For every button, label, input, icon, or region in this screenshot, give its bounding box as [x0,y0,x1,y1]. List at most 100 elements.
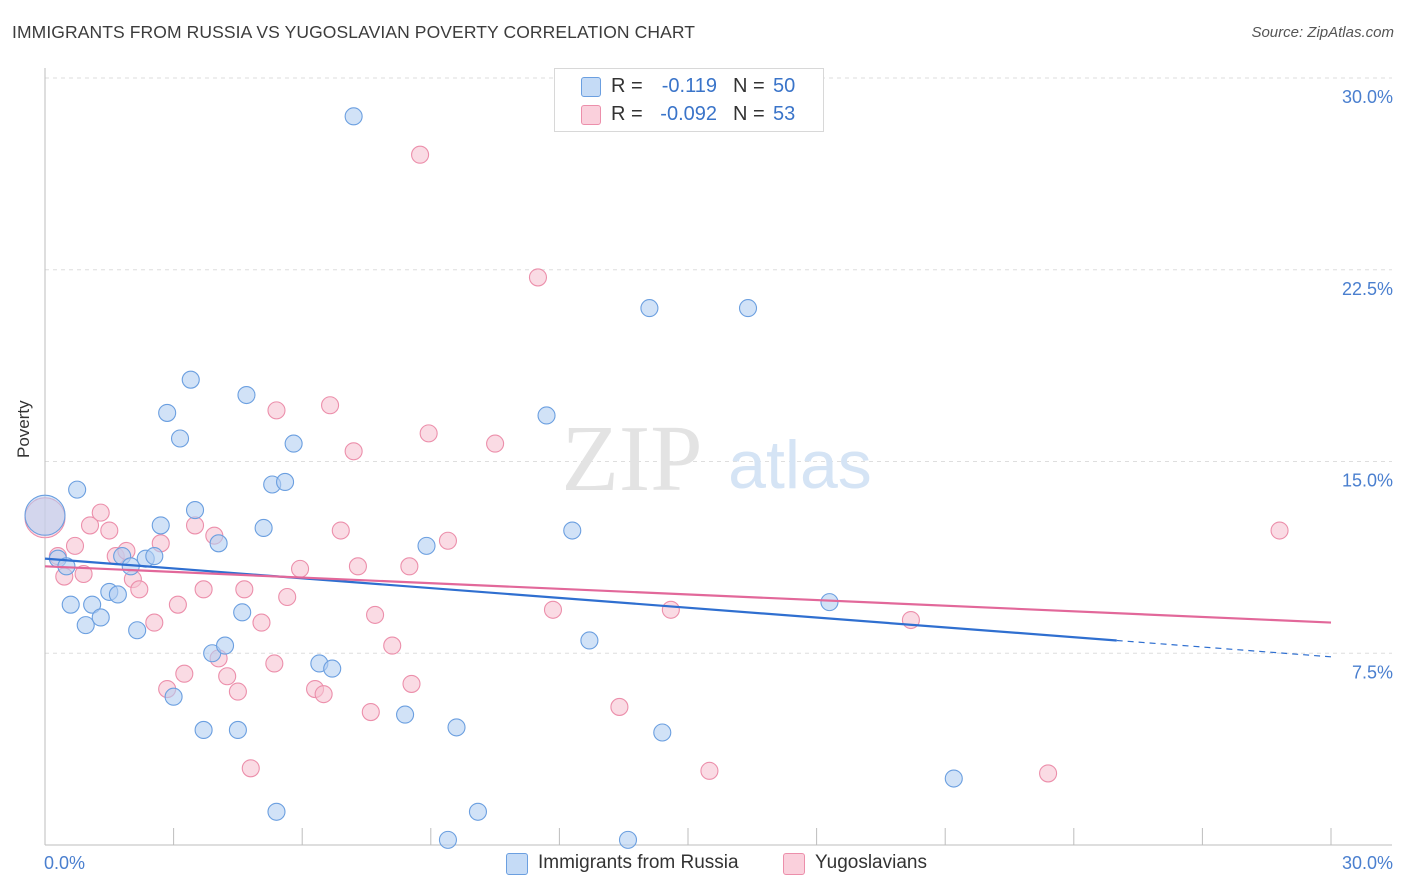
legend-swatch-pink [581,105,601,125]
data-point-yugoslavians [175,664,194,683]
r-label: R = [611,103,643,125]
data-point-russia [284,434,303,453]
data-point-yugoslavians [661,600,680,619]
data-point-yugoslavians [168,595,187,614]
data-point-russia [170,429,190,448]
data-point-russia [61,595,80,614]
axes [44,68,1392,846]
data-point-yugoslavians [100,521,119,540]
data-point-yugoslavians [74,564,93,584]
trend-line-yugoslavians [44,565,1332,624]
n-value: 50 [773,75,796,97]
data-point-russia [68,480,87,499]
legend-swatch-blue [506,853,528,875]
data-point-yugoslavians [344,442,363,461]
y-tick-label: 15.0% [1342,471,1393,491]
data-point-russia [944,769,963,788]
data-point-yugoslavians [291,559,310,578]
watermark-atlas: atlas [728,427,872,503]
data-point-russia [267,802,286,821]
data-point-russia [254,518,273,538]
legend-row-russia: R = -0.119 N = 50 [555,74,823,100]
data-point-yugoslavians [411,145,430,164]
data-point-russia [215,636,235,655]
data-point-russia [76,616,95,635]
data-point-russia [640,299,659,318]
data-point-russia [185,501,205,520]
data-point-yugoslavians [1039,764,1058,783]
data-point-yugoslavians [130,580,149,599]
data-point-russia [83,595,102,614]
data-point-yugoslavians [218,667,237,686]
data-point-russia [618,830,638,849]
data-point-russia [158,403,177,422]
trend-lines [44,557,1332,658]
data-point-yugoslavians [252,613,271,632]
data-point-yugoslavians [194,580,213,599]
data-point-russia [145,547,164,566]
data-point-yugoslavians [65,536,85,555]
data-point-yugoslavians [348,557,367,576]
data-point-yugoslavians [228,682,247,701]
data-point-yugoslavians [91,503,110,522]
data-point-yugoslavians [80,516,100,535]
data-point-yugoslavians [361,703,380,722]
data-point-yugoslavians [528,268,548,287]
data-point-russia [323,659,342,678]
n-value: 53 [773,103,796,125]
data-point-yugoslavians [278,587,297,607]
data-point-russia [209,534,228,553]
data-point-yugoslavians [145,613,164,632]
legend-label-russia: Immigrants from Russia [538,852,739,873]
grid-lines [45,77,1392,654]
data-point-russia [151,516,170,535]
tick-labels: 7.5% 15.0% 22.5% 30.0% 0.0% 30.0% [44,87,1393,873]
x-tick-label-max: 30.0% [1342,853,1393,873]
y-tick-label: 22.5% [1342,279,1393,299]
series-legend: Immigrants from Russia Yugoslavians [0,851,1406,877]
data-point-yugoslavians [366,605,385,624]
trend-line-russia-extension [1116,639,1332,658]
data-point-yugoslavians [700,761,719,780]
legend-label-yugoslavians: Yugoslavians [815,852,927,873]
data-point-russia [447,718,466,737]
data-point-russia [24,494,66,536]
data-point-russia [537,406,556,425]
data-point-yugoslavians [438,531,457,550]
data-point-russia [417,536,436,555]
r-value: -0.119 [661,75,717,97]
data-point-russia [468,802,488,821]
data-point-russia [276,472,295,492]
data-point-russia [108,585,127,604]
data-point-russia [396,705,415,724]
data-point-yugoslavians [185,516,205,535]
r-label: R = [611,75,643,97]
correlation-legend: R = -0.119 N = 50 R = -0.092 N = 53 [554,68,824,132]
data-point-russia [228,720,247,740]
data-point-yugoslavians [419,424,438,443]
data-point-yugoslavians [321,396,340,415]
data-point-yugoslavians [241,759,260,778]
source-label: Source: ZipAtlas.com [1251,24,1394,41]
legend-swatch-pink [783,853,805,875]
x-tick-label-min: 0.0% [44,853,85,873]
data-point-russia [128,621,147,640]
data-point-yugoslavians [1270,521,1289,540]
data-point-yugoslavians [400,557,419,576]
data-point-russia [563,521,582,540]
r-value: -0.092 [660,103,717,125]
trend-line-russia [44,557,1117,642]
watermark: ZIP atlas [562,407,872,511]
data-point-yugoslavians [265,654,284,673]
data-point-russia [653,723,672,742]
data-point-russia [820,593,839,612]
data-point-russia [194,720,213,740]
data-point-russia [164,687,183,706]
y-tick-label: 7.5% [1352,662,1393,682]
n-label: N = [733,75,765,97]
legend-row-yugoslavians: R = -0.092 N = 53 [555,102,823,128]
data-point-yugoslavians [543,600,563,619]
data-point-russia [233,603,252,622]
legend-swatch-blue [581,77,601,97]
